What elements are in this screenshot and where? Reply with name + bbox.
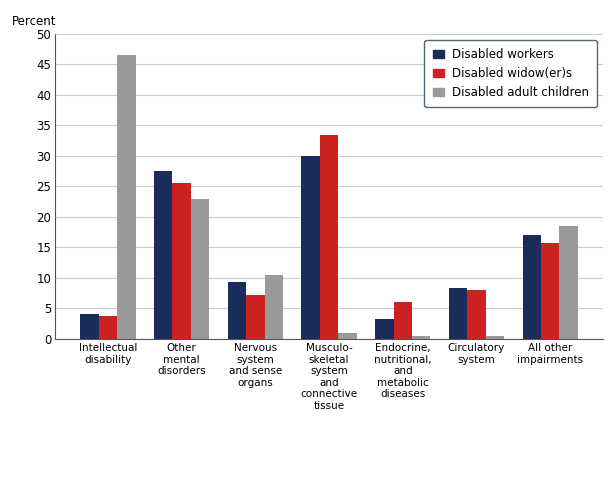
- Bar: [523, 235, 541, 339]
- Text: Percent: Percent: [12, 15, 56, 28]
- Bar: [412, 336, 430, 339]
- Bar: [467, 290, 486, 339]
- Bar: [172, 183, 191, 339]
- Bar: [486, 336, 504, 339]
- Bar: [338, 333, 357, 339]
- Bar: [264, 275, 283, 339]
- Legend: Disabled workers, Disabled widow(er)s, Disabled adult children: Disabled workers, Disabled widow(er)s, D…: [424, 40, 597, 107]
- Bar: [375, 318, 394, 339]
- Bar: [449, 288, 467, 339]
- Bar: [117, 55, 135, 339]
- Bar: [98, 316, 117, 339]
- Bar: [320, 135, 338, 339]
- Bar: [191, 198, 209, 339]
- Bar: [560, 226, 578, 339]
- Bar: [228, 282, 246, 339]
- Bar: [80, 314, 98, 339]
- Bar: [541, 243, 560, 339]
- Bar: [301, 156, 320, 339]
- Bar: [394, 302, 412, 339]
- Bar: [154, 171, 172, 339]
- Bar: [246, 295, 264, 339]
